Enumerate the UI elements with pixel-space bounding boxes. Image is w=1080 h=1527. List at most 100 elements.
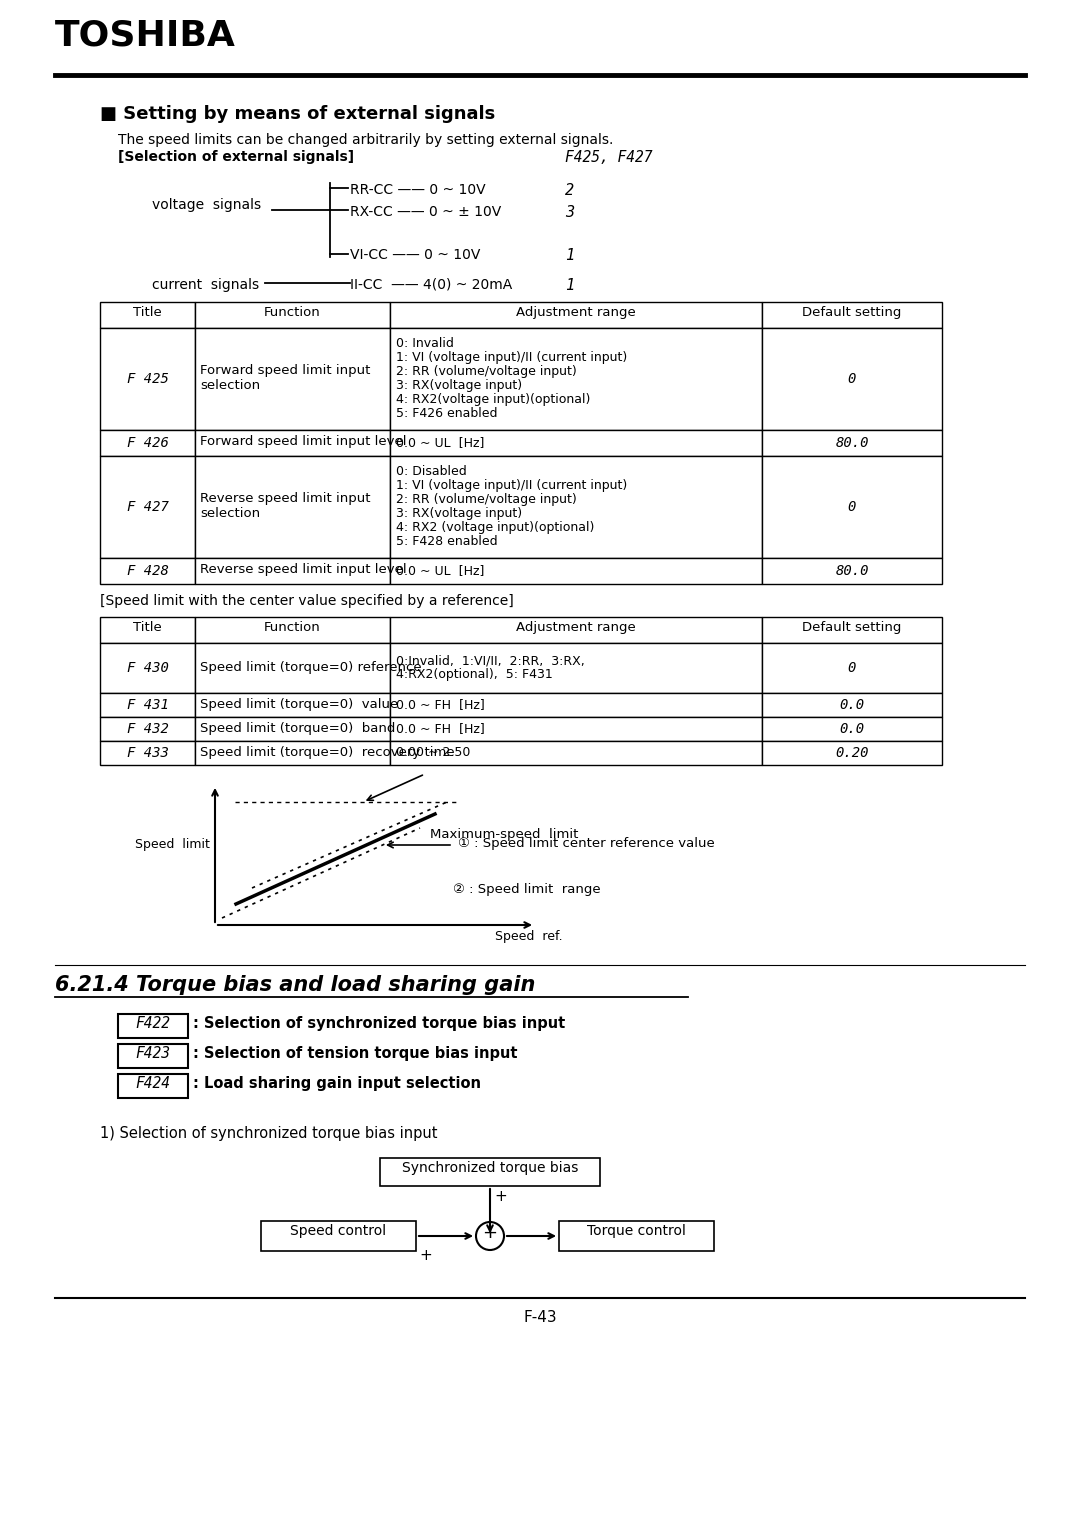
Text: II-CC  —— 4(0) ~ 20mA: II-CC —— 4(0) ~ 20mA <box>350 278 512 292</box>
Text: 0: Invalid: 0: Invalid <box>396 337 454 350</box>
Text: [Speed limit with the center value specified by a reference]: [Speed limit with the center value speci… <box>100 594 514 608</box>
Text: 0.00 ~ 2.50: 0.00 ~ 2.50 <box>396 747 471 759</box>
Bar <box>118 1014 188 1038</box>
Text: 0.0: 0.0 <box>839 698 865 712</box>
Text: 1: VI (voltage input)/II (current input): 1: VI (voltage input)/II (current input) <box>396 479 627 492</box>
Bar <box>100 617 195 643</box>
Text: ① : Speed limit center reference value: ① : Speed limit center reference value <box>458 837 715 851</box>
Text: RR-CC —— 0 ~ 10V: RR-CC —— 0 ~ 10V <box>350 183 486 197</box>
Text: 0.0 ~ UL  [Hz]: 0.0 ~ UL [Hz] <box>396 563 484 577</box>
Bar <box>118 1044 188 1067</box>
Text: Reverse speed limit input: Reverse speed limit input <box>200 492 370 505</box>
Text: Maximum-speed  limit: Maximum-speed limit <box>430 828 579 841</box>
Text: current  signals: current signals <box>152 278 259 292</box>
Bar <box>118 1073 188 1098</box>
Text: 0: 0 <box>848 499 856 515</box>
Bar <box>100 693 195 718</box>
Text: 1: 1 <box>565 247 575 263</box>
Bar <box>390 431 762 457</box>
Text: TOSHIBA: TOSHIBA <box>55 18 235 52</box>
Text: F-43: F-43 <box>523 1310 557 1325</box>
Bar <box>390 457 762 557</box>
Text: 0:Invalid,  1:VI/II,  2:RR,  3:RX,: 0:Invalid, 1:VI/II, 2:RR, 3:RX, <box>396 654 584 667</box>
Text: 5: F428 enabled: 5: F428 enabled <box>396 534 498 548</box>
Text: Adjustment range: Adjustment range <box>516 621 636 634</box>
Text: F 428: F 428 <box>126 563 168 579</box>
Text: Default setting: Default setting <box>802 305 902 319</box>
Bar <box>195 617 390 643</box>
Bar <box>195 302 390 328</box>
Text: : Selection of tension torque bias input: : Selection of tension torque bias input <box>193 1046 517 1061</box>
Bar <box>762 741 942 765</box>
Text: 0.0 ~ FH  [Hz]: 0.0 ~ FH [Hz] <box>396 722 485 734</box>
Text: 3: RX(voltage input): 3: RX(voltage input) <box>396 507 522 521</box>
Text: Speed limit (torque=0)  value: Speed limit (torque=0) value <box>200 698 399 712</box>
Text: ■ Setting by means of external signals: ■ Setting by means of external signals <box>100 105 496 124</box>
Bar <box>762 643 942 693</box>
Text: Default setting: Default setting <box>802 621 902 634</box>
Text: 2: RR (volume/voltage input): 2: RR (volume/voltage input) <box>396 493 577 505</box>
Text: 2: RR (volume/voltage input): 2: RR (volume/voltage input) <box>396 365 577 379</box>
Bar <box>100 431 195 457</box>
Bar <box>100 302 195 328</box>
Text: 4:RX2(optional),  5: F431: 4:RX2(optional), 5: F431 <box>396 667 553 681</box>
Text: F422: F422 <box>135 1015 171 1031</box>
Text: Adjustment range: Adjustment range <box>516 305 636 319</box>
Bar <box>390 741 762 765</box>
Text: [Selection of external signals]: [Selection of external signals] <box>118 150 354 163</box>
Bar <box>390 557 762 583</box>
Text: +: + <box>419 1248 432 1263</box>
Text: 4: RX2(voltage input)(optional): 4: RX2(voltage input)(optional) <box>396 392 591 406</box>
Text: 3: RX(voltage input): 3: RX(voltage input) <box>396 379 522 392</box>
Bar <box>195 557 390 583</box>
Bar <box>195 741 390 765</box>
Text: Reverse speed limit input level: Reverse speed limit input level <box>200 563 407 577</box>
Bar <box>762 302 942 328</box>
Text: voltage  signals: voltage signals <box>152 199 261 212</box>
Text: 4: RX2 (voltage input)(optional): 4: RX2 (voltage input)(optional) <box>396 521 594 534</box>
Bar <box>100 718 195 741</box>
Text: 1: VI (voltage input)/II (current input): 1: VI (voltage input)/II (current input) <box>396 351 627 363</box>
Bar <box>195 693 390 718</box>
Text: 0.0: 0.0 <box>839 722 865 736</box>
Bar <box>762 457 942 557</box>
Text: Torque control: Torque control <box>588 1225 686 1238</box>
Text: Title: Title <box>133 621 162 634</box>
Bar <box>390 693 762 718</box>
Text: F424: F424 <box>135 1077 171 1090</box>
Text: selection: selection <box>200 379 260 392</box>
Bar <box>559 1222 714 1251</box>
Text: selection: selection <box>200 507 260 521</box>
Text: VI-CC —— 0 ~ 10V: VI-CC —— 0 ~ 10V <box>350 247 481 263</box>
Text: 0: Disabled: 0: Disabled <box>396 466 467 478</box>
Text: 0.0 ~ FH  [Hz]: 0.0 ~ FH [Hz] <box>396 698 485 712</box>
Bar <box>100 328 195 431</box>
Text: RX-CC —— 0 ~ ± 10V: RX-CC —— 0 ~ ± 10V <box>350 205 501 218</box>
Text: Speed limit (torque=0) reference: Speed limit (torque=0) reference <box>200 661 421 673</box>
Text: F425, F427: F425, F427 <box>565 150 652 165</box>
Text: Speed  limit: Speed limit <box>135 838 210 851</box>
Text: 80.0: 80.0 <box>835 563 868 579</box>
Bar <box>390 643 762 693</box>
Bar <box>100 643 195 693</box>
Text: The speed limits can be changed arbitrarily by setting external signals.: The speed limits can be changed arbitrar… <box>118 133 613 147</box>
Text: 0: 0 <box>848 373 856 386</box>
Text: +: + <box>494 1190 507 1203</box>
Text: 6.21.4 Torque bias and load sharing gain: 6.21.4 Torque bias and load sharing gain <box>55 976 536 996</box>
Text: Speed  ref.: Speed ref. <box>495 930 563 944</box>
Bar <box>261 1222 416 1251</box>
Bar <box>100 741 195 765</box>
Text: 0: 0 <box>848 661 856 675</box>
Bar <box>380 1157 600 1186</box>
Text: F 433: F 433 <box>126 747 168 760</box>
Text: 0.0 ~ UL  [Hz]: 0.0 ~ UL [Hz] <box>396 437 484 449</box>
Text: Forward speed limit input: Forward speed limit input <box>200 363 370 377</box>
Text: F 425: F 425 <box>126 373 168 386</box>
Bar <box>762 328 942 431</box>
Text: F 430: F 430 <box>126 661 168 675</box>
Text: Function: Function <box>265 305 321 319</box>
Text: 0.20: 0.20 <box>835 747 868 760</box>
Text: 3: 3 <box>565 205 575 220</box>
Bar <box>762 617 942 643</box>
Text: Title: Title <box>133 305 162 319</box>
